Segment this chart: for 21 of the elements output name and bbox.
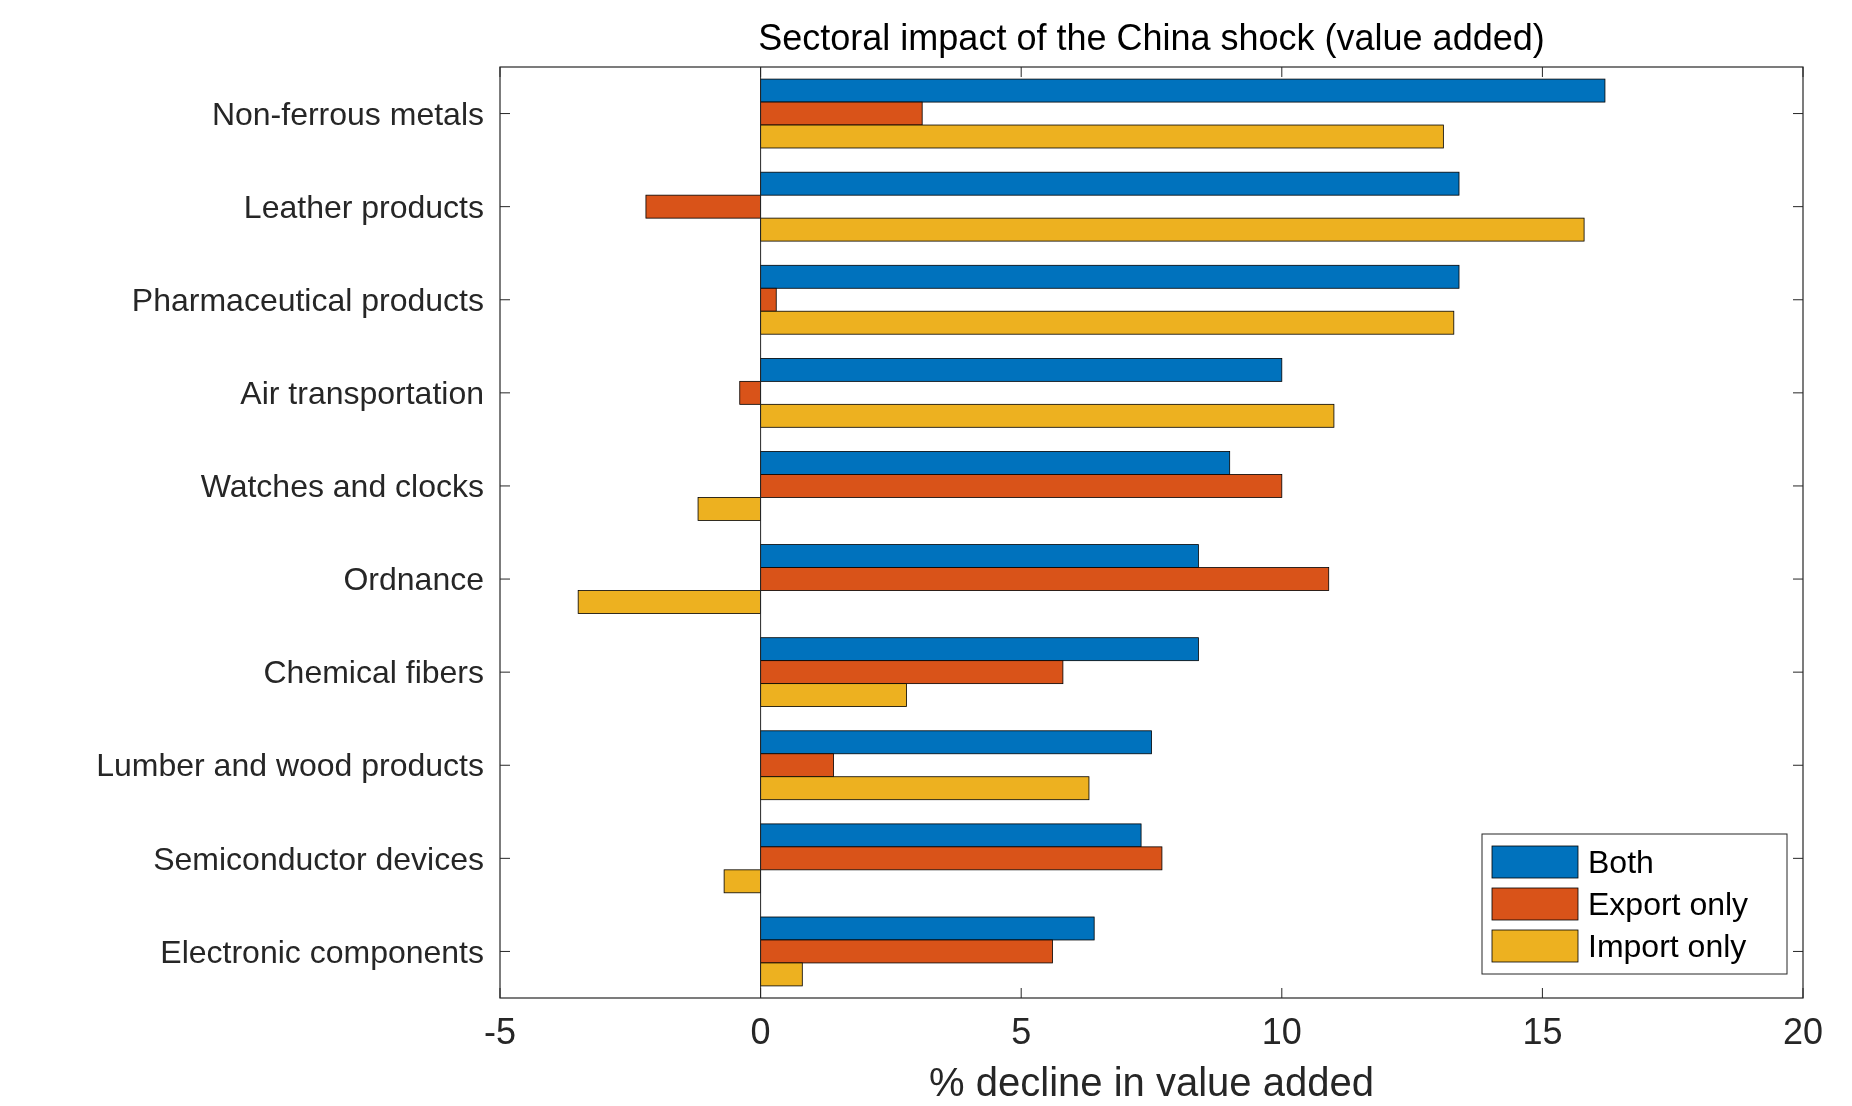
legend-label: Import only bbox=[1588, 928, 1747, 965]
y-tick-label: Semiconductor devices bbox=[153, 840, 484, 877]
y-tick-label: Non-ferrous metals bbox=[211, 95, 484, 132]
x-axis-title: % decline in value added bbox=[929, 1060, 1374, 1104]
y-tick-label: Leather products bbox=[243, 188, 484, 225]
x-tick-label: 5 bbox=[1011, 1011, 1032, 1052]
x-tick-label: 15 bbox=[1522, 1011, 1563, 1052]
legend-label: Export only bbox=[1588, 886, 1749, 923]
y-tick-label: Air transportation bbox=[240, 375, 484, 412]
y-tick-label: Pharmaceutical products bbox=[131, 281, 484, 318]
y-tick-label: Watches and clocks bbox=[200, 468, 484, 505]
y-tick-label: Lumber and wood products bbox=[96, 747, 484, 784]
y-tick-label: Electronic components bbox=[160, 933, 484, 970]
x-tick-label: -5 bbox=[483, 1011, 517, 1052]
x-tick-label: 10 bbox=[1261, 1011, 1302, 1052]
x-tick-label: 20 bbox=[1782, 1011, 1824, 1052]
x-tick-label: 0 bbox=[750, 1011, 771, 1052]
y-tick-label: Ordnance bbox=[343, 561, 484, 598]
chart-title: Sectoral impact of the China shock (value added) bbox=[758, 17, 1545, 58]
legend-label: Both bbox=[1588, 844, 1654, 881]
y-tick-label: Chemical fibers bbox=[263, 654, 484, 691]
